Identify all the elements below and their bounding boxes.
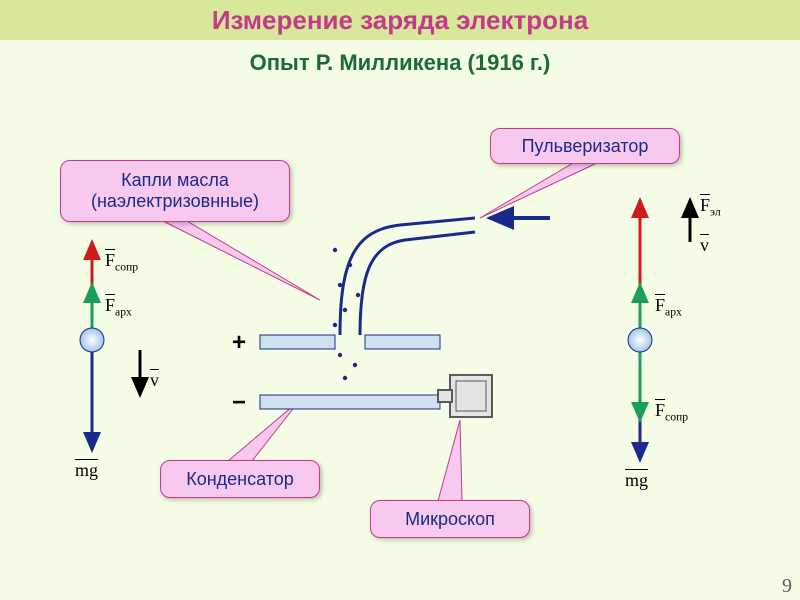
callout-capacitor-label: Конденсатор (186, 469, 294, 490)
label-left-f-sopr: Fсопр (105, 250, 138, 274)
label-left-v: v (150, 370, 159, 391)
callout-microscope: Микроскоп (370, 500, 530, 538)
label-left-f-arch: Fарх (105, 295, 132, 319)
label-right-f-sopr: Fсопр (655, 400, 688, 424)
page-number: 9 (782, 575, 792, 598)
label-left-mg: mg (75, 460, 98, 481)
plus-sign: + (232, 329, 246, 357)
callout-oil-drops: Капли масла (наэлектризовнные) (60, 160, 290, 222)
label-right-v: v (700, 235, 709, 256)
minus-sign: − (232, 389, 246, 417)
label-right-f-el: Fэл (700, 195, 721, 219)
callout-atomizer: Пульверизатор (490, 128, 680, 164)
callout-capacitor: Конденсатор (160, 460, 320, 498)
callout-microscope-label: Микроскоп (405, 509, 495, 530)
label-right-mg: mg (625, 470, 648, 491)
label-right-f-arch: Fарх (655, 295, 682, 319)
callout-oil-drops-label: Капли масла (наэлектризовнные) (75, 170, 275, 212)
callout-atomizer-label: Пульверизатор (522, 136, 649, 157)
